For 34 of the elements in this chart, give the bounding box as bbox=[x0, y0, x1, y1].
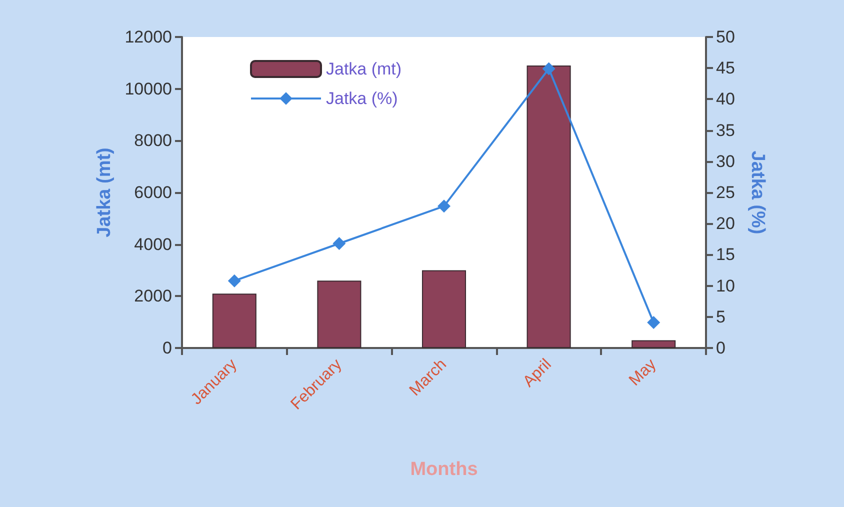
y2-tick-label: 10 bbox=[716, 276, 735, 296]
y-tick-label: 12000 bbox=[124, 28, 172, 46]
legend-label: Jatka (mt) bbox=[326, 60, 402, 78]
y-tick-label: 0 bbox=[162, 338, 172, 358]
point bbox=[542, 62, 556, 76]
y2-tick-label: 20 bbox=[716, 214, 735, 234]
y-tick-label: 2000 bbox=[134, 286, 172, 306]
legend-label: Jatka (%) bbox=[326, 89, 398, 108]
point bbox=[647, 316, 660, 329]
y2-tick-label: 35 bbox=[716, 120, 735, 140]
y-tick-label: 10000 bbox=[124, 79, 172, 98]
y2-tick-label: 5 bbox=[716, 307, 726, 326]
x-tick-label: May bbox=[626, 356, 660, 390]
y2-tick-label: 50 bbox=[716, 28, 735, 46]
y2-tick-label: 15 bbox=[716, 245, 735, 264]
point bbox=[332, 237, 346, 250]
bar bbox=[526, 66, 571, 348]
bar bbox=[212, 294, 256, 348]
point bbox=[438, 200, 450, 213]
y-tick-label: 6000 bbox=[134, 183, 172, 202]
bar bbox=[422, 270, 466, 348]
bar bbox=[317, 280, 362, 348]
y-tick-label: 4000 bbox=[134, 234, 172, 254]
y-axis-title: Jatka (mt) bbox=[94, 148, 115, 238]
y-tick-label: 8000 bbox=[134, 131, 172, 150]
y2-tick-label: 0 bbox=[716, 338, 726, 358]
y2-tick-label: 40 bbox=[716, 90, 735, 109]
x-axis-title: Months bbox=[410, 459, 478, 480]
y2-tick-label: 45 bbox=[716, 58, 735, 78]
bar bbox=[632, 340, 676, 348]
point bbox=[228, 274, 241, 288]
y2-tick-label: 30 bbox=[716, 152, 735, 171]
y2-tick-label: 25 bbox=[716, 183, 735, 202]
y2-axis-title: Jatka (%) bbox=[747, 150, 768, 234]
